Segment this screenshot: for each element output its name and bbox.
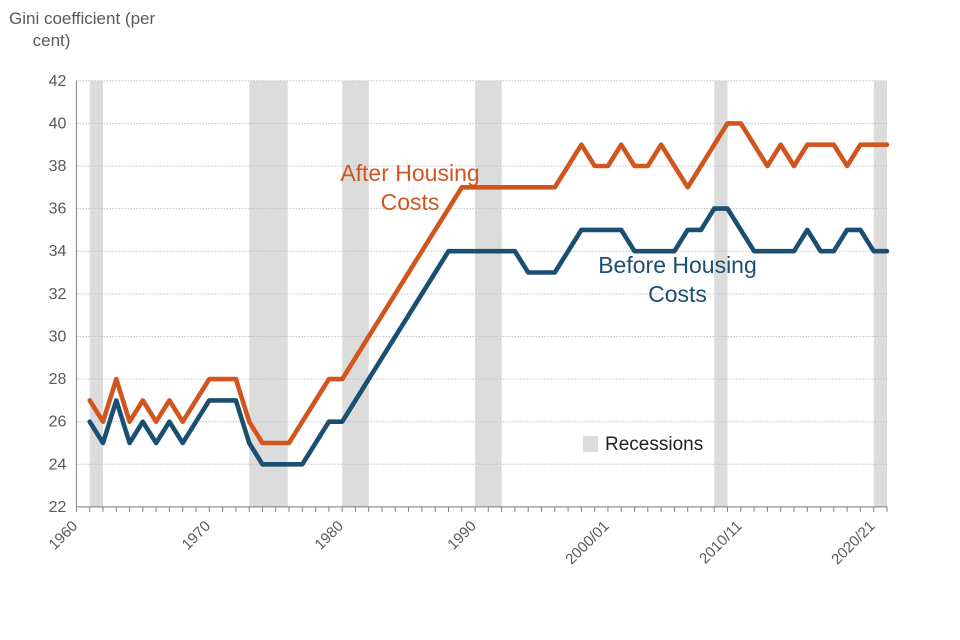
svg-text:24: 24: [49, 456, 67, 473]
svg-text:34: 34: [49, 243, 67, 260]
svg-text:38: 38: [49, 158, 67, 175]
svg-text:22: 22: [49, 499, 67, 516]
svg-text:26: 26: [49, 414, 67, 431]
svg-text:32: 32: [49, 286, 67, 303]
svg-text:1960: 1960: [46, 518, 82, 554]
svg-text:28: 28: [49, 371, 67, 388]
svg-text:42: 42: [49, 73, 67, 90]
svg-text:2000/01: 2000/01: [562, 518, 612, 568]
svg-text:2020/21: 2020/21: [828, 518, 878, 568]
svg-text:36: 36: [49, 201, 67, 218]
svg-text:2010/11: 2010/11: [696, 518, 746, 568]
svg-text:40: 40: [49, 115, 67, 132]
svg-text:30: 30: [49, 329, 67, 346]
svg-text:1970: 1970: [179, 518, 215, 554]
svg-text:1990: 1990: [444, 518, 480, 554]
svg-text:1980: 1980: [311, 518, 347, 554]
